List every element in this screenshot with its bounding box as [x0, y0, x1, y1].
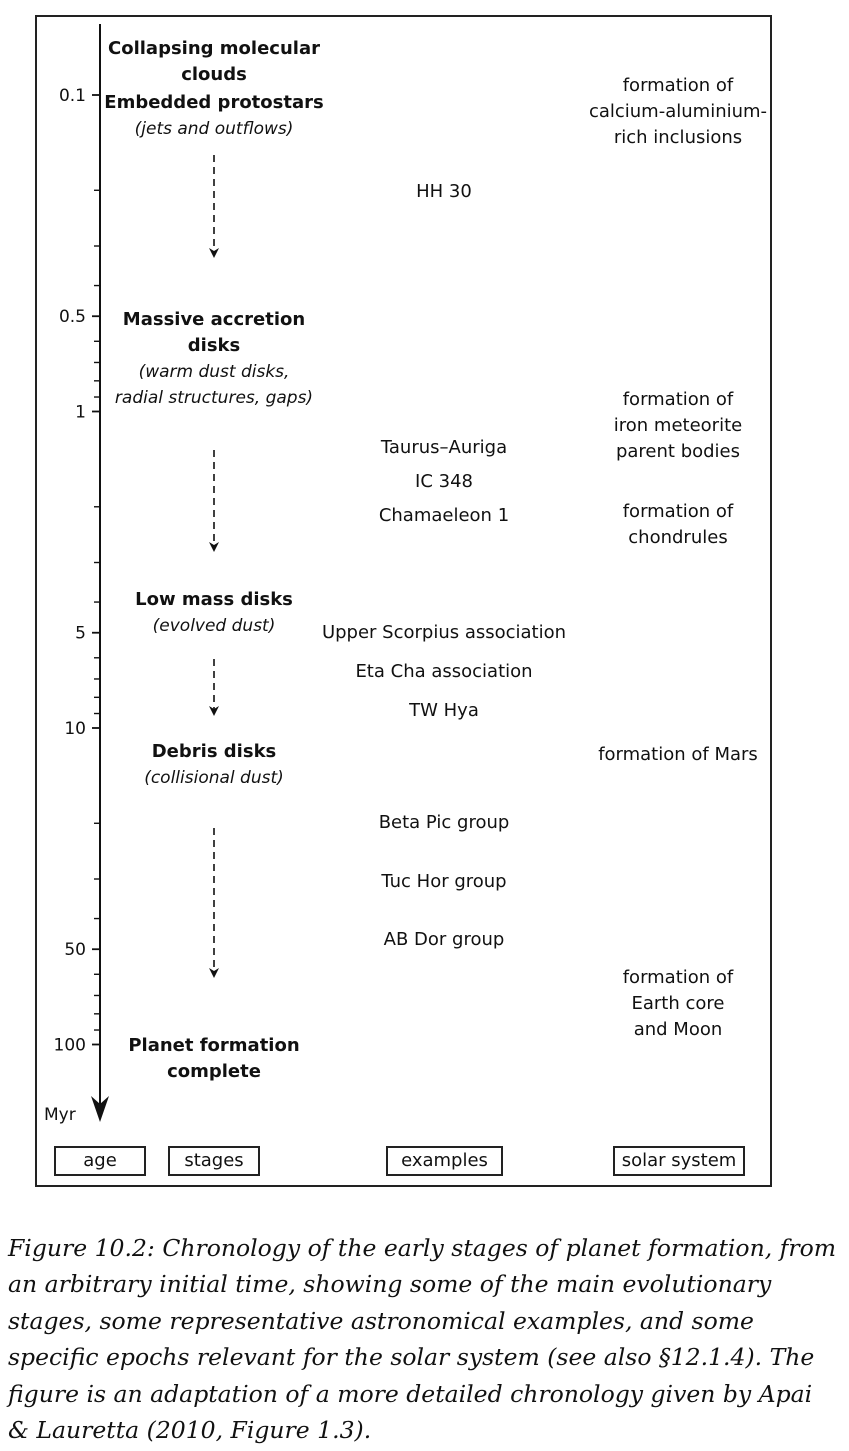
stage-title: complete	[167, 1061, 261, 1082]
column-header-stages: stages	[168, 1146, 260, 1176]
solar-event-line: formation of	[623, 75, 734, 96]
axis-tick-label: 100	[54, 1036, 86, 1056]
stage-title: clouds	[181, 64, 247, 85]
solar-event-line: calcium-aluminium-	[589, 101, 767, 122]
example-label: Upper Scorpius association	[322, 622, 566, 643]
example-label: Eta Cha association	[355, 661, 532, 682]
caption-text: Chronology of the early stages of planet…	[8, 1234, 837, 1445]
stages-column: Collapsing molecular clouds Embedded pro…	[104, 38, 323, 1082]
column-header-solar-system: solar system	[613, 1146, 745, 1176]
example-label: AB Dor group	[384, 929, 505, 950]
stage-title: Debris disks	[152, 741, 277, 762]
stage-title: disks	[188, 335, 240, 356]
example-label: HH 30	[416, 181, 472, 202]
stage-title: Collapsing molecular	[108, 38, 320, 59]
axis-tick-label: 1	[75, 403, 86, 423]
solar-event-line: formation of Mars	[598, 744, 758, 765]
solar-event-line: formation of	[623, 389, 734, 410]
solar-event-line: rich inclusions	[614, 127, 742, 148]
solar-event-line: parent bodies	[616, 441, 740, 462]
axis-tick-label: 10	[64, 719, 86, 739]
figure-caption: Figure 10.2: Chronology of the early sta…	[8, 1230, 838, 1448]
axis-unit-label: Myr	[44, 1105, 76, 1125]
axis-tick-label: 0.5	[59, 307, 86, 327]
caption-label: Figure 10.2:	[8, 1234, 155, 1262]
solar-event-line: and Moon	[634, 1019, 723, 1040]
chronology-diagram: 0.1 0.5 1 5 10 50 100 Myr Collapsing molecular…	[44, 24, 767, 1125]
column-header-age: age	[54, 1146, 146, 1176]
axis-ticks: 0.1 0.5 1 5 10 50 100	[54, 86, 100, 1056]
example-label: Chamaeleon 1	[379, 505, 509, 526]
solar-event-line: iron meteorite	[614, 415, 742, 436]
solar-event-line: formation of	[623, 501, 734, 522]
time-axis-arrowhead	[91, 1096, 109, 1122]
stage-title: Low mass disks	[135, 589, 293, 610]
stage-title: Massive accretion	[123, 309, 305, 330]
solar-event-line: Earth core	[632, 993, 725, 1014]
axis-tick-label: 50	[64, 940, 86, 960]
example-label: Beta Pic group	[379, 812, 510, 833]
stage-note: radial structures, gaps)	[115, 388, 313, 408]
stage-note: (collisional dust)	[144, 768, 284, 788]
stage-note: (evolved dust)	[153, 616, 276, 636]
axis-tick-label: 5	[75, 624, 86, 644]
solar-event-line: chondrules	[628, 527, 727, 548]
stage-note: (warm dust disks,	[139, 362, 290, 382]
examples-column: HH 30 Taurus–Auriga IC 348 Chamaeleon 1 …	[322, 181, 566, 950]
example-label: IC 348	[415, 471, 473, 492]
figure-frame	[35, 15, 772, 1187]
axis-tick-label: 0.1	[59, 86, 86, 106]
solar-event-line: formation of	[623, 967, 734, 988]
example-label: Taurus–Auriga	[380, 437, 507, 458]
stage-title: Embedded protostars	[104, 92, 323, 113]
solar-system-column: formation of calcium-aluminium- rich inc…	[589, 75, 767, 1040]
example-label: Tuc Hor group	[380, 871, 506, 892]
column-header-examples: examples	[386, 1146, 503, 1176]
stage-title: Planet formation	[128, 1035, 299, 1056]
stage-note: (jets and outflows)	[135, 119, 294, 139]
example-label: TW Hya	[408, 700, 479, 721]
